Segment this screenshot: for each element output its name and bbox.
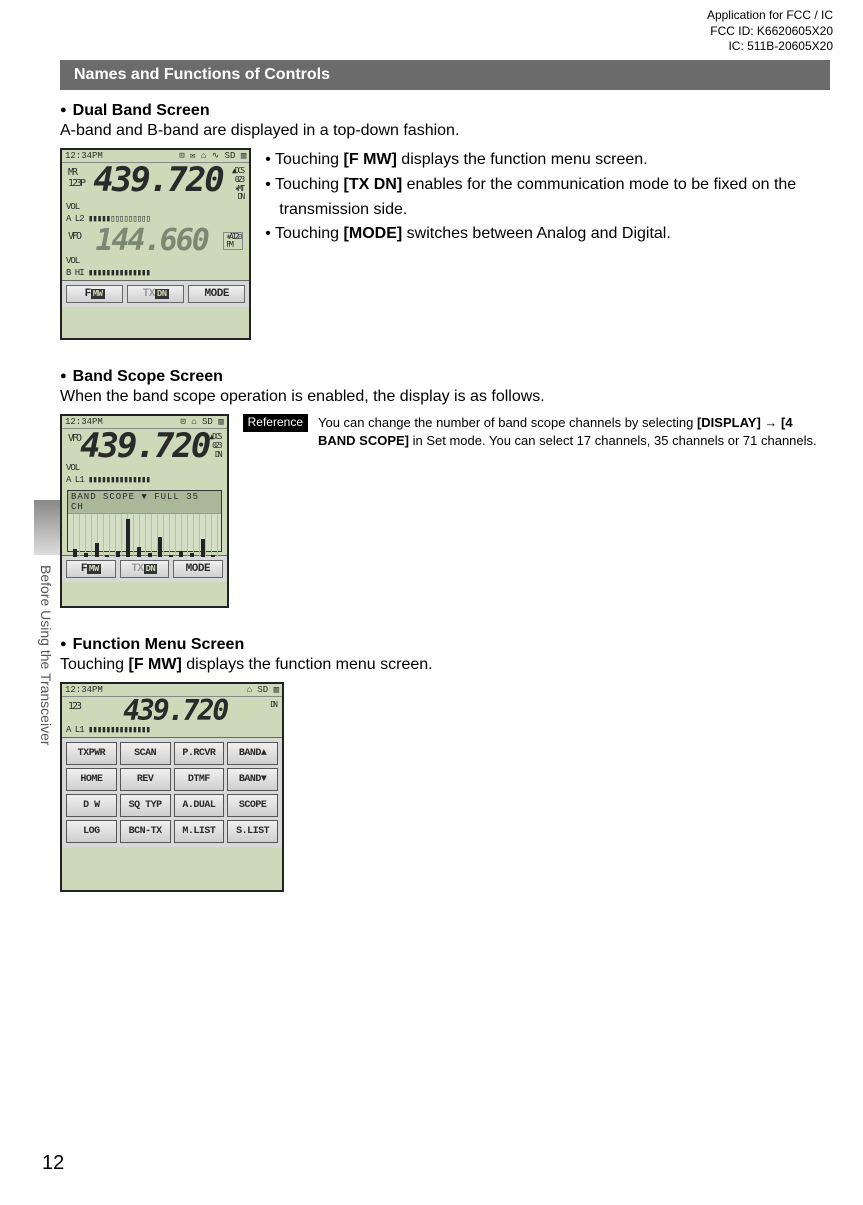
func-btn-scope[interactable]: SCOPE [227,794,278,817]
func-btn-prcvr[interactable]: P.RCVR [174,742,225,765]
func-grid: TXPWRSCANP.RCVRBAND▲HOMEREVDTMFBAND▼D WS… [62,737,282,847]
bs-btn-fmw[interactable]: FMW [66,560,116,578]
dualband-title: Dual Band Screen [60,102,830,120]
ref-tag: Reference [243,414,308,432]
sc-preA: MR 123P [68,163,84,189]
scope-bar [137,547,141,557]
bandscope-desc: When the band scope operation is enabled… [60,388,830,406]
func-btn-sqtyp[interactable]: SQ TYP [120,794,171,817]
btn-mode[interactable]: MODE [188,285,245,303]
scope-bar [201,539,205,557]
sc-freqA: 439.720 [93,163,222,197]
bs-btn-mode[interactable]: MODE [173,560,223,578]
func-btn-scan[interactable]: SCAN [120,742,171,765]
ref-row: Reference You can change the number of b… [243,414,830,450]
func-btn-mlist[interactable]: M.LIST [174,820,225,843]
dualband-desc: A-band and B-band are displayed in a top… [60,122,830,140]
bandscope-screen: 12:34PM ⊡ ⌂ SD ▥ VFO 439.720 ▲DCS 023 DN… [60,414,229,608]
func-btn-bcntx[interactable]: BCN-TX [120,820,171,843]
hdr-line3: IC: 511B-20605X20 [707,39,833,55]
func-btn-home[interactable]: HOME [66,768,117,791]
fm-freq: 439.720 [123,697,227,725]
hdr-line2: FCC ID: K6620605X20 [707,24,833,40]
btn-fmw[interactable]: FMW [66,285,123,303]
bandscope-title: Band Scope Screen [60,368,830,386]
ref-text: You can change the number of band scope … [318,414,830,450]
func-btn-slist[interactable]: S.LIST [227,820,278,843]
sc-postA: ▲DCS 023 ✶MT DN [232,163,243,202]
fm-icons: ⌂ SD ▥ [247,685,279,695]
scope-bar [105,555,109,557]
funcmenu-title: Function Menu Screen [60,636,830,654]
section-bar: Names and Functions of Controls [60,60,830,90]
funcmenu-screen: 12:34PM ⌂ SD ▥ 123 439.720 DN A L1 ▮▮▮▮▮… [60,682,284,892]
btn-txdn[interactable]: TXDN [127,285,184,303]
bs-btn-txdn[interactable]: TXDN [120,560,170,578]
db-b1: Touching [F MW] displays the function me… [265,148,830,173]
sc-preB: VFO [68,226,80,242]
fm-time: 12:34PM [65,685,103,695]
scope-bar [73,549,77,557]
dualband-bullets: Touching [F MW] displays the function me… [265,148,830,247]
scope-bar [179,551,183,557]
bs-pre: VFO [68,429,80,444]
scope-box: BAND SCOPE ▼ FULL 35 CH [67,490,222,552]
func-btn-dw[interactable]: D W [66,794,117,817]
sc-freqB: 144.660 [95,226,207,256]
scope-bar [158,537,162,557]
scope-bars [68,513,221,557]
header-info: Application for FCC / IC FCC ID: K662060… [707,8,833,55]
db-b2: Touching [TX DN] enables for the communi… [265,173,830,223]
func-btn-log[interactable]: LOG [66,820,117,843]
hdr-line1: Application for FCC / IC [707,8,833,24]
db-b3: Touching [MODE] switches between Analog … [265,222,830,247]
func-btn-rev[interactable]: REV [120,768,171,791]
page-number: 12 [42,1152,64,1175]
bs-freq: 439.720 [80,429,209,463]
funcmenu-desc: Touching [F MW] displays the function me… [60,656,830,674]
side-tab-label: Before Using the Transceiver [34,555,58,756]
scope-bar [211,555,215,557]
scope-bar [116,551,120,557]
scope-bar [190,553,194,557]
scope-bar [95,543,99,557]
func-btn-txpwr[interactable]: TXPWR [66,742,117,765]
sc-meterB: B HI ▮▮▮▮▮▮▮▮▮▮▮▮▮▮ [62,268,249,280]
sc-postB: ✶A12⊡ FM [223,232,243,250]
func-btn-adual[interactable]: A.DUAL [174,794,225,817]
sc-volA: VOL [62,202,249,214]
scope-bar [126,519,130,557]
fm-pre: 123 [68,697,80,712]
func-btn-band[interactable]: BAND▲ [227,742,278,765]
fm-post: DN [270,697,276,710]
side-tab-gradient [34,500,60,555]
bs-meter: A L1 ▮▮▮▮▮▮▮▮▮▮▮▮▮▮ [62,475,227,487]
scope-bar [148,553,152,557]
scope-title: BAND SCOPE ▼ FULL 35 CH [68,491,221,513]
func-btn-band[interactable]: BAND▼ [227,768,278,791]
func-btn-dtmf[interactable]: DTMF [174,768,225,791]
dualband-screen: 12:34PM ⊡ ✉ ⌂ ∿ SD ▥ MR 123P 439.720 ▲DC… [60,148,251,340]
side-tab: Before Using the Transceiver [34,500,60,780]
scope-bar [84,553,88,557]
scope-bar [169,555,173,557]
bs-post: ▲DCS 023 DN [209,429,220,459]
